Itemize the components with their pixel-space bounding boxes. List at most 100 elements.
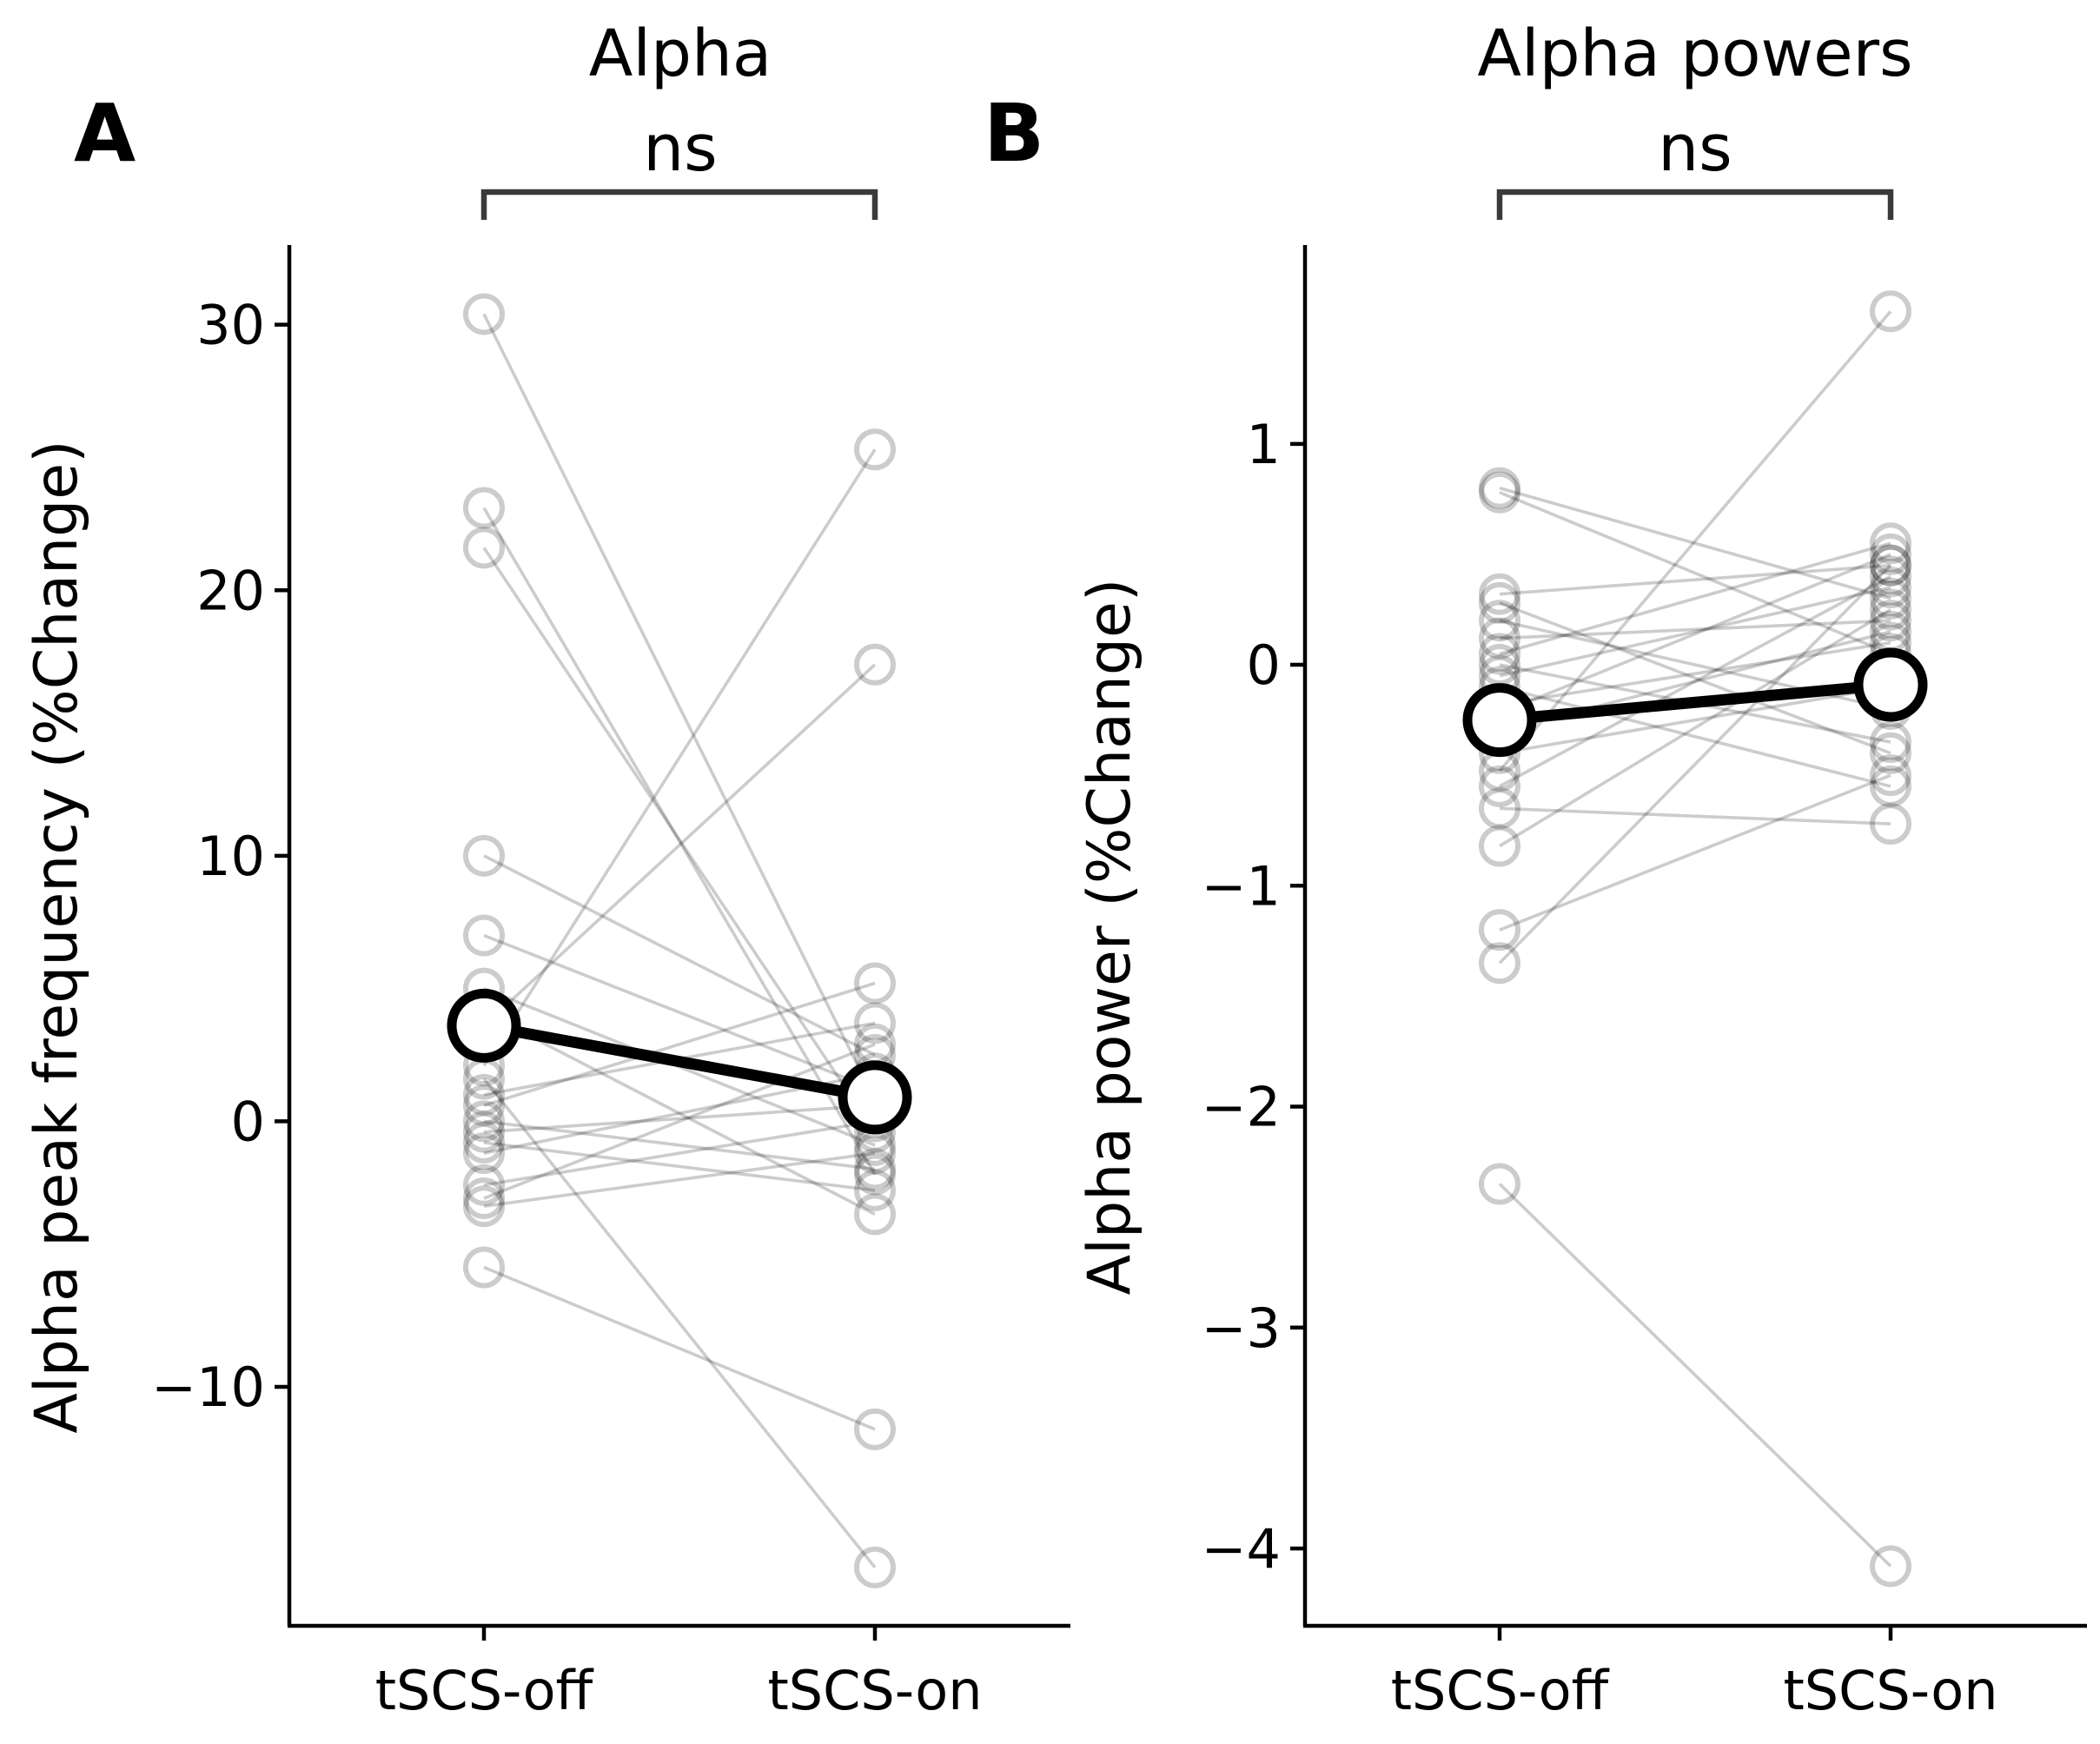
panel-b-point — [1479, 942, 1520, 985]
panel-a-pair-line — [483, 933, 876, 1091]
panel-b-y-axis-label: Alpha power (%Change) — [1076, 579, 1144, 1296]
panel-b-pair-line — [1498, 1183, 1892, 1568]
panel-b-pair-line — [1499, 607, 1891, 848]
panel-b-mean — [1462, 647, 1928, 758]
panel-a-pair-line — [482, 547, 877, 1133]
panel-b-pair-line — [1499, 640, 1891, 706]
panel-b-significance: ns — [1658, 111, 1732, 186]
panel-b-y-tick-label: 1 — [1247, 413, 1281, 476]
panel-b-y-tick-label: −2 — [1202, 1076, 1281, 1139]
panel-b-points — [1479, 290, 1911, 1588]
panel-a-point — [463, 487, 505, 529]
panel-a-y-axis-label: Alpha peak frequency (%Change) — [23, 440, 91, 1433]
panel-a-point — [854, 1002, 896, 1044]
panel-a-pair-line — [483, 1141, 876, 1192]
panel-a-mean — [447, 988, 912, 1135]
panel-a-point — [854, 1546, 896, 1588]
panel-b-point — [1870, 533, 1911, 575]
panel-b: B Alpha powers ns Alpha power (%Change) … — [984, 17, 2087, 1722]
panel-label-a: A — [74, 87, 136, 180]
panel-b-y-tick-label: 0 — [1247, 633, 1281, 697]
panel-b-point — [1870, 765, 1911, 807]
panel-b-point — [1479, 1163, 1520, 1205]
panel-b-point — [1479, 633, 1520, 675]
panel-b-pair-lines — [1498, 310, 1892, 1568]
panel-b-pair-line — [1499, 563, 1891, 596]
panel-a-point — [463, 1164, 505, 1206]
panel-b-point — [1870, 1545, 1911, 1588]
panel-b-point — [1870, 803, 1911, 845]
panel-a-point — [463, 1073, 505, 1116]
panel-a-points — [463, 293, 896, 1588]
panel-b-pair-line — [1499, 486, 1891, 600]
panel-a-point — [463, 1246, 505, 1289]
panel-b-point — [1479, 471, 1520, 514]
panel-a-point — [854, 1408, 896, 1450]
panel-b-point — [1870, 555, 1911, 598]
panel-a-point — [463, 1177, 505, 1220]
panel-b-pair-line — [1499, 541, 1891, 656]
panel-b-pair-line — [1498, 564, 1892, 965]
panel-b-y-ticks: 1 0 −1 −2 −3 −4 — [1202, 413, 1305, 1581]
panel-a-x-ticks: tSCS-off tSCS-on — [375, 1626, 983, 1722]
panel-b-pair-line — [1499, 685, 1891, 788]
panel-a-significance: ns — [643, 111, 717, 186]
panel-a: A Alpha ns Alpha peak frequency (%Change… — [23, 17, 1070, 1722]
panel-b-point — [1479, 600, 1520, 642]
panel-a-pair-line — [482, 507, 877, 1176]
panel-b-title: Alpha powers — [1477, 17, 1912, 91]
panel-b-point — [1870, 588, 1911, 631]
panel-b-pair-line — [1499, 586, 1891, 678]
panel-a-point — [463, 527, 505, 569]
panel-b-point — [1479, 581, 1520, 624]
panel-a-point — [854, 428, 896, 471]
panel-a-point — [463, 834, 505, 877]
panel-b-y-tick-label: −1 — [1202, 854, 1281, 918]
panel-b-point — [1479, 787, 1520, 830]
panel-a-point — [854, 1132, 896, 1175]
panel-b-pair-line — [1499, 685, 1891, 755]
panel-a-y-tick-label: 20 — [196, 559, 265, 622]
panel-b-pair-line — [1499, 806, 1891, 826]
panel-b-point — [1870, 721, 1911, 764]
panel-b-pair-line — [1499, 553, 1891, 715]
panel-a-y-tick-label: 0 — [231, 1090, 265, 1153]
panel-b-x-ticks: tSCS-off tSCS-on — [1391, 1626, 1998, 1722]
panel-b-x-tick-label: tSCS-on — [1783, 1659, 1997, 1722]
panel-a-pair-line — [482, 448, 877, 1067]
panel-b-significance-bracket — [1496, 189, 1894, 220]
panel-a-title: Alpha — [589, 17, 772, 91]
panel-b-pair-line — [1499, 601, 1891, 755]
panel-b-point — [1870, 754, 1911, 797]
panel-a-significance-bracket — [480, 189, 878, 220]
panel-b-point — [1870, 290, 1911, 333]
panel-b-point — [1870, 600, 1911, 642]
panel-b-point — [1870, 544, 1911, 587]
panel-b-point — [1479, 909, 1520, 952]
panel-a-point — [854, 643, 896, 686]
panel-a-mean-point — [447, 988, 521, 1063]
panel-a-pair-line — [483, 1151, 876, 1208]
panel-b-point — [1479, 467, 1520, 509]
panel-a-y-ticks: 30 20 10 0 −10 — [151, 294, 289, 1419]
panel-a-point — [854, 1148, 896, 1190]
panel-a-pair-line — [483, 1011, 876, 1216]
panel-a-point — [463, 1185, 505, 1228]
panel-b-point — [1870, 544, 1911, 587]
panel-b-point — [1870, 567, 1911, 609]
panel-b-mean-point — [1462, 683, 1537, 758]
panel-a-point — [463, 914, 505, 957]
panel-a-pair-line — [483, 1043, 876, 1200]
panel-a-point — [854, 1153, 896, 1196]
panel-b-mean-point — [1853, 647, 1928, 722]
panel-a-y-tick-label: 30 — [196, 294, 265, 357]
panel-b-pair-line — [1499, 574, 1891, 788]
panel-b-pair-line — [1499, 491, 1891, 656]
panel-b-point — [1479, 573, 1520, 615]
panel-a-x-tick-label: tSCS-on — [767, 1659, 982, 1722]
panel-a-pair-line — [483, 1119, 876, 1171]
panel-a-point — [854, 962, 896, 1005]
panel-b-y-tick-label: −4 — [1202, 1517, 1281, 1581]
panel-a-point — [463, 1111, 505, 1153]
panel-b-point — [1870, 732, 1911, 774]
